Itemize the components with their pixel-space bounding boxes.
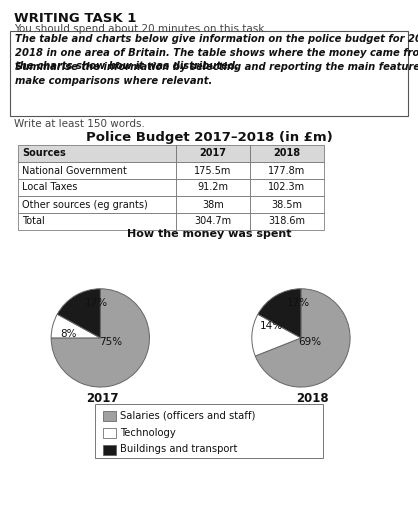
Text: How the money was spent: How the money was spent — [127, 229, 291, 239]
Text: Salaries (officers and staff): Salaries (officers and staff) — [120, 411, 255, 420]
Text: 17%: 17% — [85, 297, 108, 308]
Text: WRITING TASK 1: WRITING TASK 1 — [14, 12, 136, 25]
Text: Total: Total — [22, 217, 45, 226]
Text: 14%: 14% — [260, 321, 283, 331]
Text: You should spend about 20 minutes on this task.: You should spend about 20 minutes on thi… — [14, 24, 268, 34]
Text: Summarise the information by selecting and reporting the main features, and
make: Summarise the information by selecting a… — [15, 62, 418, 86]
Bar — [176, 213, 250, 230]
Bar — [95, 404, 323, 458]
Wedge shape — [255, 289, 350, 387]
Bar — [176, 179, 250, 196]
Bar — [103, 428, 116, 438]
Text: Local Taxes: Local Taxes — [22, 182, 77, 193]
Text: 2018: 2018 — [296, 392, 328, 405]
Text: 304.7m: 304.7m — [194, 217, 232, 226]
Text: 175.5m: 175.5m — [194, 165, 232, 176]
Bar — [18, 145, 176, 162]
Text: 75%: 75% — [99, 337, 123, 347]
Text: 177.8m: 177.8m — [268, 165, 306, 176]
Bar — [18, 213, 176, 230]
Text: 2018: 2018 — [273, 148, 301, 159]
Bar — [250, 196, 324, 213]
Wedge shape — [258, 289, 301, 338]
Text: Technology: Technology — [120, 428, 176, 437]
Text: 318.6m: 318.6m — [268, 217, 306, 226]
Text: 17%: 17% — [287, 297, 310, 308]
Text: 8%: 8% — [60, 329, 76, 339]
Text: 91.2m: 91.2m — [197, 182, 229, 193]
Text: Other sources (eg grants): Other sources (eg grants) — [22, 200, 148, 209]
Text: Buildings and transport: Buildings and transport — [120, 444, 237, 455]
Text: 69%: 69% — [298, 337, 321, 347]
Text: The table and charts below give information on the police budget for 2017 and
20: The table and charts below give informat… — [15, 34, 418, 71]
Bar — [176, 162, 250, 179]
Text: National Government: National Government — [22, 165, 127, 176]
Text: 38m: 38m — [202, 200, 224, 209]
Bar — [176, 145, 250, 162]
Bar — [103, 445, 116, 455]
Bar — [250, 213, 324, 230]
Bar — [250, 145, 324, 162]
Text: 2017: 2017 — [86, 392, 118, 405]
Wedge shape — [57, 289, 100, 338]
Text: Police Budget 2017–2018 (in £m): Police Budget 2017–2018 (in £m) — [86, 131, 332, 144]
Bar — [250, 179, 324, 196]
Wedge shape — [51, 314, 100, 338]
Bar — [176, 196, 250, 213]
Bar — [10, 31, 408, 116]
Text: Write at least 150 words.: Write at least 150 words. — [14, 119, 145, 129]
Bar — [18, 196, 176, 213]
Bar — [18, 162, 176, 179]
Bar — [250, 162, 324, 179]
Text: 102.3m: 102.3m — [268, 182, 306, 193]
Bar — [103, 411, 116, 421]
Wedge shape — [252, 314, 301, 356]
Text: Sources: Sources — [22, 148, 66, 159]
Text: 38.5m: 38.5m — [272, 200, 303, 209]
Text: 2017: 2017 — [199, 148, 227, 159]
Bar — [18, 179, 176, 196]
Wedge shape — [51, 289, 150, 387]
